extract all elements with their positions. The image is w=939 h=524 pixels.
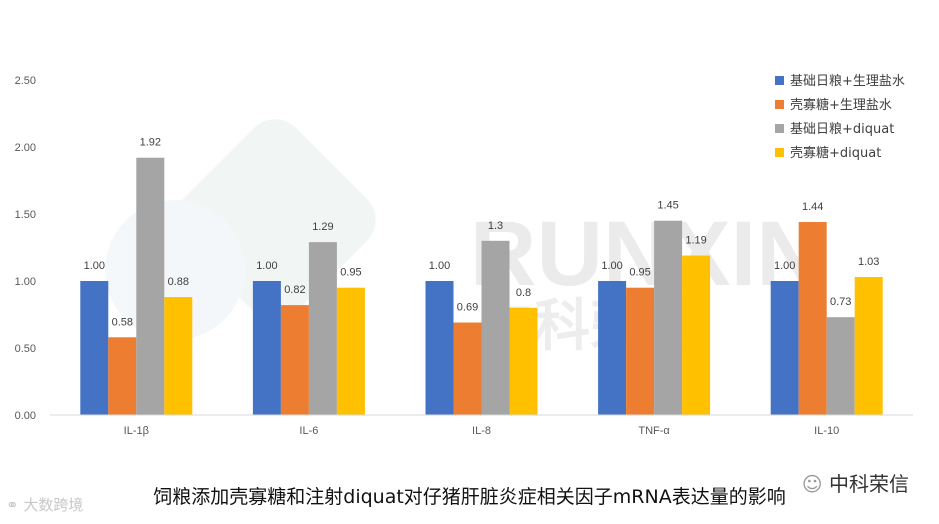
corner-label: 大数跨境 — [23, 496, 84, 514]
legend-swatch — [775, 148, 784, 157]
y-tick-label: 0.50 — [15, 343, 36, 355]
bar — [626, 287, 655, 415]
legend-swatch — [775, 100, 784, 109]
bar — [798, 222, 827, 415]
data-labels: 1.00 0.58 1.92 0.88 1.00 0.82 1.29 0.95 1.00 0.69… — [84, 137, 880, 329]
legend-label: 壳寡糖+diquat — [790, 145, 881, 161]
data-label: 1.44 — [802, 201, 823, 213]
y-tick-label: 1.00 — [15, 276, 36, 288]
data-label: 1.03 — [858, 256, 879, 268]
bar — [136, 157, 165, 415]
data-label: 1.19 — [685, 235, 706, 247]
legend-label: 壳寡糖+生理盐水 — [790, 97, 892, 113]
bar — [80, 281, 109, 415]
y-tick-label: 2.00 — [15, 142, 36, 154]
chart-caption: 饲粮添加壳寡糖和注射diquat对仔猪肝脏炎症相关因子mRNA表达量的影响 — [153, 486, 786, 508]
x-tick-label: IL-1β — [124, 425, 149, 437]
data-label: 1.3 — [488, 220, 503, 232]
bars — [80, 157, 883, 415]
bar — [598, 281, 627, 415]
bar — [252, 281, 281, 415]
data-label: 1.00 — [84, 260, 105, 272]
data-label: 1.92 — [140, 137, 161, 149]
bar — [481, 240, 510, 415]
bar — [854, 276, 883, 415]
legend-swatch — [775, 124, 784, 133]
x-tick-label: TNF-α — [638, 425, 670, 437]
brand-label: 中科荣信 — [829, 472, 909, 496]
y-tick-label: 1.50 — [15, 209, 36, 221]
data-label: 1.45 — [657, 200, 678, 212]
bar — [654, 220, 683, 415]
data-label: 1.00 — [256, 260, 277, 272]
data-label: 0.88 — [168, 276, 189, 288]
bar — [509, 307, 538, 415]
legend-label: 基础日粮+生理盐水 — [790, 74, 905, 89]
bar-chart: RUNXIN 中科荣信 0.000.501.001.502.002.50 1.0… — [15, 74, 913, 437]
bar — [826, 317, 855, 415]
bar — [108, 337, 137, 415]
data-label: 0.95 — [629, 267, 650, 279]
corner-watermark: ⚭ 大数跨境 — [6, 494, 83, 515]
legend-swatch — [775, 76, 784, 85]
data-label: 0.69 — [457, 302, 478, 314]
x-axis: IL-1β IL-6 IL-8 TNF-α IL-10 — [124, 425, 840, 437]
y-tick-label: 0.00 — [15, 410, 36, 422]
legend-label: 基础日粮+diquat — [790, 122, 894, 137]
y-axis: 0.00 0.50 1.00 1.50 2.00 2.50 — [15, 75, 36, 422]
data-label: 0.95 — [340, 267, 361, 279]
bar — [425, 281, 454, 415]
wechat-icon: ☺ — [801, 472, 823, 496]
data-label: 0.58 — [112, 316, 133, 328]
bar — [336, 287, 365, 415]
bar — [164, 297, 193, 415]
corner-logo-icon: ⚭ — [6, 496, 19, 514]
data-label: 1.29 — [312, 221, 333, 233]
bar — [682, 255, 711, 415]
x-tick-label: IL-6 — [299, 425, 318, 437]
bar — [280, 305, 309, 415]
data-label: 0.8 — [516, 287, 531, 299]
y-tick-label: 2.50 — [15, 75, 36, 87]
data-label: 0.73 — [830, 296, 851, 308]
bar — [308, 242, 337, 415]
x-tick-label: IL-10 — [814, 425, 839, 437]
data-label: 1.00 — [429, 260, 450, 272]
bar — [770, 281, 799, 415]
data-label: 0.82 — [284, 284, 305, 296]
data-label: 1.00 — [774, 260, 795, 272]
data-label: 1.00 — [601, 260, 622, 272]
bar — [453, 322, 482, 415]
brand-watermark: ☺ 中科荣信 — [802, 468, 909, 497]
x-tick-label: IL-8 — [472, 425, 491, 437]
